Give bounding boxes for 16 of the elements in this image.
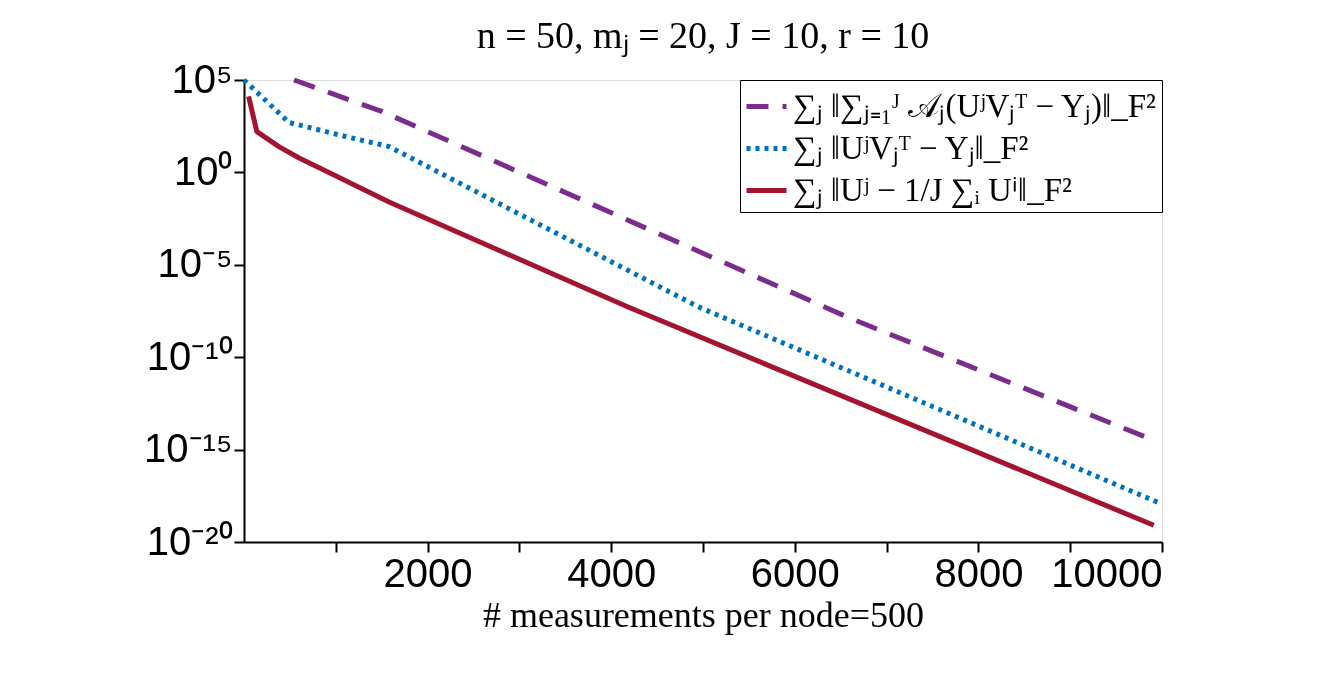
x-axis-title: # measurements per node=500 [482, 594, 925, 635]
legend-label: ∑ⱼ ‖UʲVⱼᵀ − Yⱼ‖_F² [793, 129, 1029, 167]
legend-label: ∑ⱼ ‖Uʲ − 1/J ∑ᵢ Uⁱ‖_F² [793, 171, 1072, 209]
y-tick-label: 10⁻¹⁵ [144, 426, 233, 471]
x-tick-label: 6000 [750, 550, 840, 595]
y-tick-label: 10⁻⁵ [157, 241, 233, 286]
y-tick-label: 10⁵ [171, 56, 233, 101]
y-tick-label: 10⁻¹⁰ [146, 333, 233, 378]
legend-label: ∑ⱼ ‖∑ⱼ₌₁ᴶ 𝒜ⱼ(UʲVⱼᵀ − Yⱼ)‖_F² [793, 87, 1157, 125]
x-tick-label: 2000 [383, 550, 473, 595]
y-tick-label: 10⁻²⁰ [146, 518, 233, 563]
chart-title: n = 50, mⱼ = 20, J = 10, r = 10 [476, 14, 930, 58]
x-tick-label: 10000 [1051, 550, 1163, 595]
x-tick-label: 8000 [934, 550, 1024, 595]
y-tick-label: 10⁰ [174, 148, 233, 193]
x-tick-label: 4000 [567, 550, 657, 595]
